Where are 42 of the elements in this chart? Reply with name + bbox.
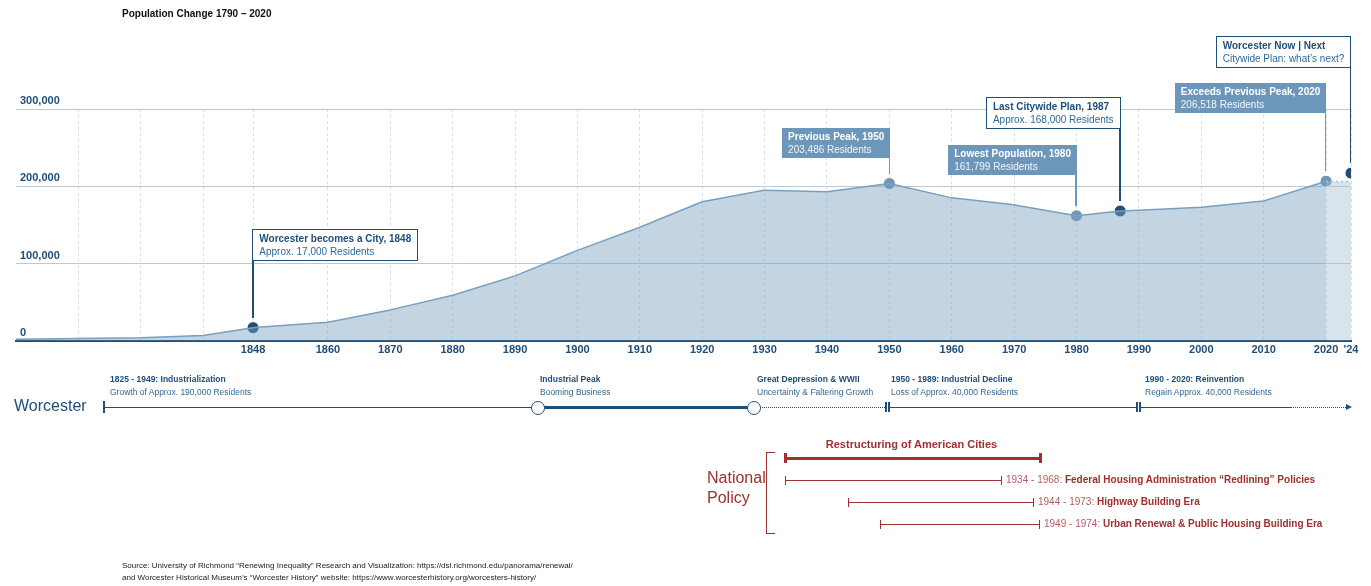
x-tick-label: 1960 [939,343,964,356]
text: 1825 - 1949: Industrialization Growth of Approx. 190,000 Residents [110,373,252,397]
annotation: Previous Peak, 1950 203,486 Residents [788,129,885,155]
text: Restructuring of American Cities [824,438,999,450]
x-tick-label: 1920 [689,343,715,356]
x-tick-label: 2000 [1189,343,1214,356]
y-tick-label: 300,000 [20,94,60,107]
text: 1990 - 2020: Reinvention Regain Approx. 40,000 Residents [1145,373,1272,397]
x-tick-label: 1940 [814,343,840,356]
annotation: Exceeds Previous Peak, 2020 206,518 Residents [1180,85,1321,111]
x-tick-label: 1880 [440,343,465,356]
source-note: Source: University of Richmond “Renewing Inequality” Research and Visualization: https://dsl.richmond.edu/panorama/renewal/ and Worcester Historical Museum’s “Worcester History” website: https://www.worcesterhistory.org/worcesters-history/ [122,560,573,584]
x-tick-label: 1950 [877,343,902,356]
text: Industrial Peak Booming Business [540,373,611,397]
text: 1950 - 1989: Industrial Decline Loss of Approx. 40,000 Residents [891,373,1019,397]
x-tick-label: 2020 [1313,343,1339,356]
text: 1934 - 1968: Federal Housing Administration “Redlining” Policies [1006,474,1316,485]
annotation: Last Citywide Plan, 1987 Approx. 168,000 Residents [992,100,1114,125]
annotation: Worcester becomes a City, 1848 Approx. 17,000 Residents [259,231,412,257]
text: Worcester Now | Next Citywide Plan: what’s next? [1222,39,1345,65]
x-tick-label: 1848 [240,343,266,356]
text: Great Depression & WWII Uncertainty & Faltering Growth [757,373,874,397]
x-tick-label: 1860 [315,343,341,356]
x-tick-label: 1930 [752,343,777,356]
text: Worcester [14,397,87,415]
y-tick-label: 200,000 [20,171,60,184]
x-tick-label: 1890 [502,343,528,356]
x-tick-label: 1970 [1001,343,1027,356]
text: 1949 - 1974: Urban Renewal & Public Housing Building Era [1044,518,1323,529]
x-tick-label: 1990 [1126,343,1152,356]
x-tick-label: '24 [1343,343,1360,356]
y-tick-label: 0 [20,325,27,338]
x-tick-label: 1910 [627,343,653,356]
x-tick-label: 1900 [565,343,590,356]
chart-title: Population Change 1790 – 2020 [122,8,272,19]
x-tick-label: 1870 [378,343,403,356]
annotation: Lowest Population, 1980 161,799 Residents [954,146,1071,172]
text: National Policy [707,468,766,508]
x-tick-label: 1980 [1064,343,1089,356]
text: 1944 - 1973: Highway Building Era [1038,496,1200,507]
y-tick-label: 100,000 [20,248,60,261]
x-tick-label: 2010 [1251,343,1276,356]
